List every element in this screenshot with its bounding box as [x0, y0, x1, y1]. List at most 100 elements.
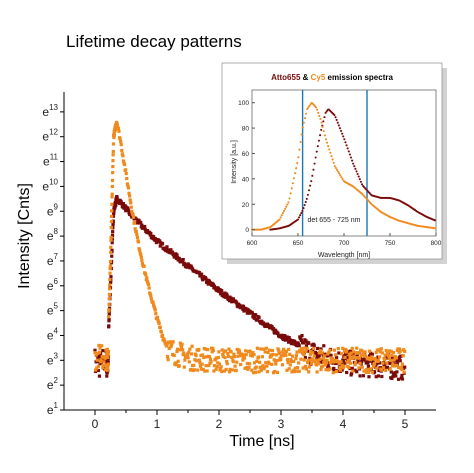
spectrum-point [351, 159, 354, 162]
data-point [395, 370, 399, 374]
y-tick-label: e10 [42, 177, 58, 193]
data-point [107, 302, 111, 307]
spectrum-point [307, 189, 311, 192]
data-point [346, 355, 350, 359]
data-point [102, 360, 106, 364]
data-point [205, 369, 209, 373]
inset-x-tick-label: 650 [293, 240, 304, 247]
data-point [341, 359, 345, 363]
data-point [103, 356, 107, 360]
spectrum-point [316, 108, 319, 111]
data-point [384, 368, 388, 372]
y-tick-label: e12 [42, 128, 58, 144]
data-point [111, 149, 115, 154]
data-point [356, 351, 360, 355]
data-point [167, 248, 171, 252]
spectrum-point [320, 128, 323, 131]
data-point [391, 374, 395, 379]
data-point [260, 319, 264, 323]
data-point [180, 342, 184, 346]
data-point [139, 221, 143, 225]
data-point [204, 277, 208, 281]
data-point [318, 349, 323, 353]
data-point [127, 212, 132, 216]
data-point [203, 347, 208, 351]
data-point [331, 371, 335, 375]
data-point [231, 297, 235, 301]
data-point [307, 370, 311, 374]
inset-x-tick-label: 700 [339, 240, 350, 247]
data-point [125, 176, 129, 181]
data-point [390, 376, 394, 381]
data-point [287, 347, 291, 351]
data-point [377, 355, 382, 359]
data-point [133, 227, 137, 231]
data-point [380, 351, 384, 355]
data-point [104, 363, 108, 367]
data-point [101, 366, 105, 370]
data-point [245, 365, 249, 370]
data-point [186, 265, 190, 269]
data-point [312, 346, 316, 351]
data-point [229, 350, 233, 354]
data-point [257, 315, 261, 319]
data-point [121, 159, 126, 163]
data-point [241, 307, 245, 311]
data-point [165, 245, 169, 249]
data-point [144, 278, 148, 282]
data-point [218, 366, 223, 371]
data-point [333, 361, 338, 366]
inset-title-cy5: Cy5 [311, 73, 326, 82]
data-point [393, 364, 397, 368]
data-point [194, 359, 199, 363]
data-point [388, 367, 392, 371]
data-point [247, 362, 252, 366]
data-point [93, 351, 97, 355]
data-point [220, 348, 224, 352]
data-point [280, 363, 285, 367]
data-point [181, 257, 185, 262]
data-point [134, 229, 138, 234]
data-point [273, 369, 277, 374]
data-point [239, 362, 243, 367]
data-point [110, 192, 114, 196]
data-point [119, 143, 123, 147]
data-point [98, 346, 102, 350]
data-point [380, 368, 384, 372]
data-point [325, 354, 329, 358]
data-point [149, 232, 153, 236]
data-point [277, 351, 281, 356]
data-point [189, 367, 193, 372]
data-point [110, 241, 114, 245]
data-point [221, 352, 225, 357]
data-point [107, 308, 111, 312]
data-point [181, 260, 185, 264]
data-point [355, 370, 359, 374]
data-point [93, 348, 97, 352]
spectrum-point [294, 172, 297, 175]
data-point [356, 356, 360, 360]
data-point [317, 351, 321, 355]
data-point [225, 362, 229, 366]
spectrum-point [288, 197, 291, 200]
inset-title: Atto655 & Cy5 emission spectra [271, 73, 393, 82]
data-point [105, 371, 109, 375]
data-point [295, 344, 299, 348]
data-point [206, 282, 210, 286]
inset-title-ampersand: & [300, 73, 310, 82]
data-point [403, 365, 407, 369]
data-point [100, 344, 104, 348]
data-point [391, 350, 396, 355]
data-point [288, 363, 292, 367]
data-point [143, 224, 147, 229]
spectrum-point [360, 183, 364, 186]
data-point [293, 340, 297, 344]
data-point [187, 360, 191, 364]
data-point [376, 358, 381, 363]
data-point [264, 360, 268, 365]
data-point [224, 295, 228, 299]
data-point [396, 365, 401, 370]
data-point [105, 368, 110, 372]
inset-y-tick-label: 20 [242, 202, 250, 209]
data-point [155, 315, 160, 319]
